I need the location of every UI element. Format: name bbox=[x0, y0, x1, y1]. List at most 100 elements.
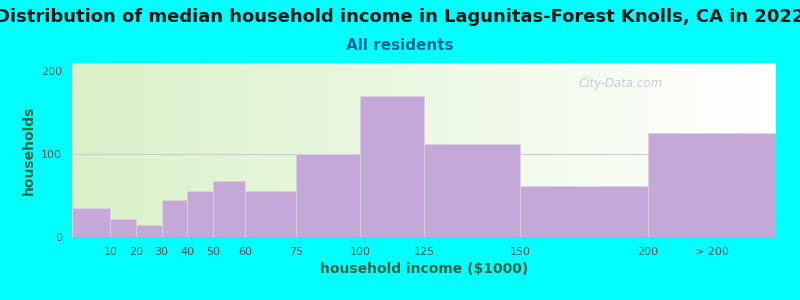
Bar bbox=[724, 63, 726, 237]
Bar bbox=[230, 63, 231, 237]
Bar bbox=[386, 63, 389, 237]
Bar bbox=[246, 63, 248, 237]
Bar bbox=[238, 63, 241, 237]
Bar bbox=[696, 63, 698, 237]
X-axis label: household income ($1000): household income ($1000) bbox=[320, 262, 528, 276]
Bar bbox=[410, 63, 412, 237]
Bar bbox=[361, 63, 363, 237]
Bar bbox=[520, 63, 522, 237]
Bar bbox=[703, 63, 706, 237]
Bar bbox=[222, 63, 225, 237]
Bar bbox=[447, 63, 450, 237]
Bar bbox=[241, 63, 243, 237]
Bar bbox=[577, 63, 579, 237]
Bar bbox=[335, 63, 337, 237]
Bar bbox=[203, 63, 206, 237]
Bar bbox=[605, 63, 607, 237]
Bar bbox=[687, 63, 689, 237]
Bar bbox=[248, 63, 250, 237]
Bar bbox=[753, 63, 755, 237]
Bar bbox=[590, 63, 593, 237]
Bar bbox=[504, 63, 506, 237]
Bar bbox=[98, 63, 100, 237]
Bar bbox=[450, 63, 452, 237]
Bar bbox=[525, 63, 527, 237]
Bar bbox=[583, 63, 586, 237]
Bar bbox=[452, 63, 454, 237]
Bar bbox=[243, 63, 246, 237]
Bar bbox=[759, 63, 762, 237]
Bar bbox=[466, 63, 469, 237]
Bar bbox=[565, 63, 567, 237]
Bar bbox=[72, 63, 74, 237]
Bar bbox=[621, 63, 623, 237]
Bar bbox=[314, 63, 316, 237]
Bar bbox=[323, 63, 326, 237]
Bar bbox=[401, 63, 403, 237]
Bar bbox=[136, 225, 162, 237]
Bar bbox=[236, 63, 238, 237]
Bar bbox=[79, 63, 82, 237]
Bar bbox=[762, 63, 764, 237]
Bar bbox=[476, 63, 478, 237]
Bar bbox=[600, 63, 602, 237]
Bar bbox=[360, 96, 424, 237]
Bar bbox=[769, 63, 771, 237]
Bar bbox=[412, 63, 414, 237]
Bar bbox=[147, 63, 150, 237]
Bar bbox=[290, 63, 293, 237]
Text: Distribution of median household income in Lagunitas-Forest Knolls, CA in 2022: Distribution of median household income … bbox=[0, 8, 800, 26]
Bar bbox=[480, 63, 482, 237]
Bar bbox=[610, 63, 612, 237]
Bar bbox=[560, 63, 562, 237]
Bar bbox=[618, 63, 621, 237]
Bar bbox=[555, 63, 558, 237]
Bar bbox=[368, 63, 370, 237]
Bar bbox=[344, 63, 346, 237]
Bar bbox=[192, 63, 194, 237]
Bar bbox=[682, 63, 685, 237]
Bar bbox=[666, 63, 668, 237]
Bar bbox=[499, 63, 502, 237]
Bar bbox=[300, 63, 302, 237]
Bar bbox=[339, 63, 342, 237]
Bar bbox=[626, 63, 628, 237]
Bar bbox=[90, 63, 93, 237]
Bar bbox=[330, 63, 333, 237]
Bar bbox=[93, 63, 95, 237]
Bar bbox=[647, 63, 650, 237]
Bar bbox=[190, 63, 192, 237]
Bar bbox=[774, 63, 776, 237]
Bar bbox=[187, 191, 213, 237]
Bar bbox=[515, 63, 518, 237]
Bar bbox=[102, 63, 105, 237]
Bar bbox=[107, 63, 110, 237]
Bar bbox=[269, 63, 271, 237]
Bar bbox=[553, 63, 555, 237]
Bar bbox=[354, 63, 356, 237]
Bar bbox=[595, 63, 598, 237]
Bar bbox=[748, 63, 750, 237]
Bar bbox=[694, 63, 696, 237]
Bar bbox=[283, 63, 286, 237]
Bar bbox=[351, 63, 354, 237]
Bar bbox=[542, 63, 544, 237]
Bar bbox=[474, 63, 476, 237]
Bar bbox=[394, 63, 396, 237]
Bar bbox=[741, 63, 743, 237]
Bar bbox=[670, 63, 673, 237]
Bar bbox=[713, 63, 715, 237]
Bar bbox=[746, 63, 748, 237]
Bar bbox=[206, 63, 208, 237]
Bar bbox=[337, 63, 339, 237]
Bar bbox=[588, 63, 590, 237]
Text: All residents: All residents bbox=[346, 38, 454, 52]
Bar bbox=[258, 63, 260, 237]
Bar bbox=[145, 63, 147, 237]
Bar bbox=[342, 63, 344, 237]
Bar bbox=[321, 63, 323, 237]
Bar bbox=[372, 63, 374, 237]
Bar bbox=[454, 63, 457, 237]
Bar bbox=[196, 63, 198, 237]
Bar bbox=[487, 63, 490, 237]
